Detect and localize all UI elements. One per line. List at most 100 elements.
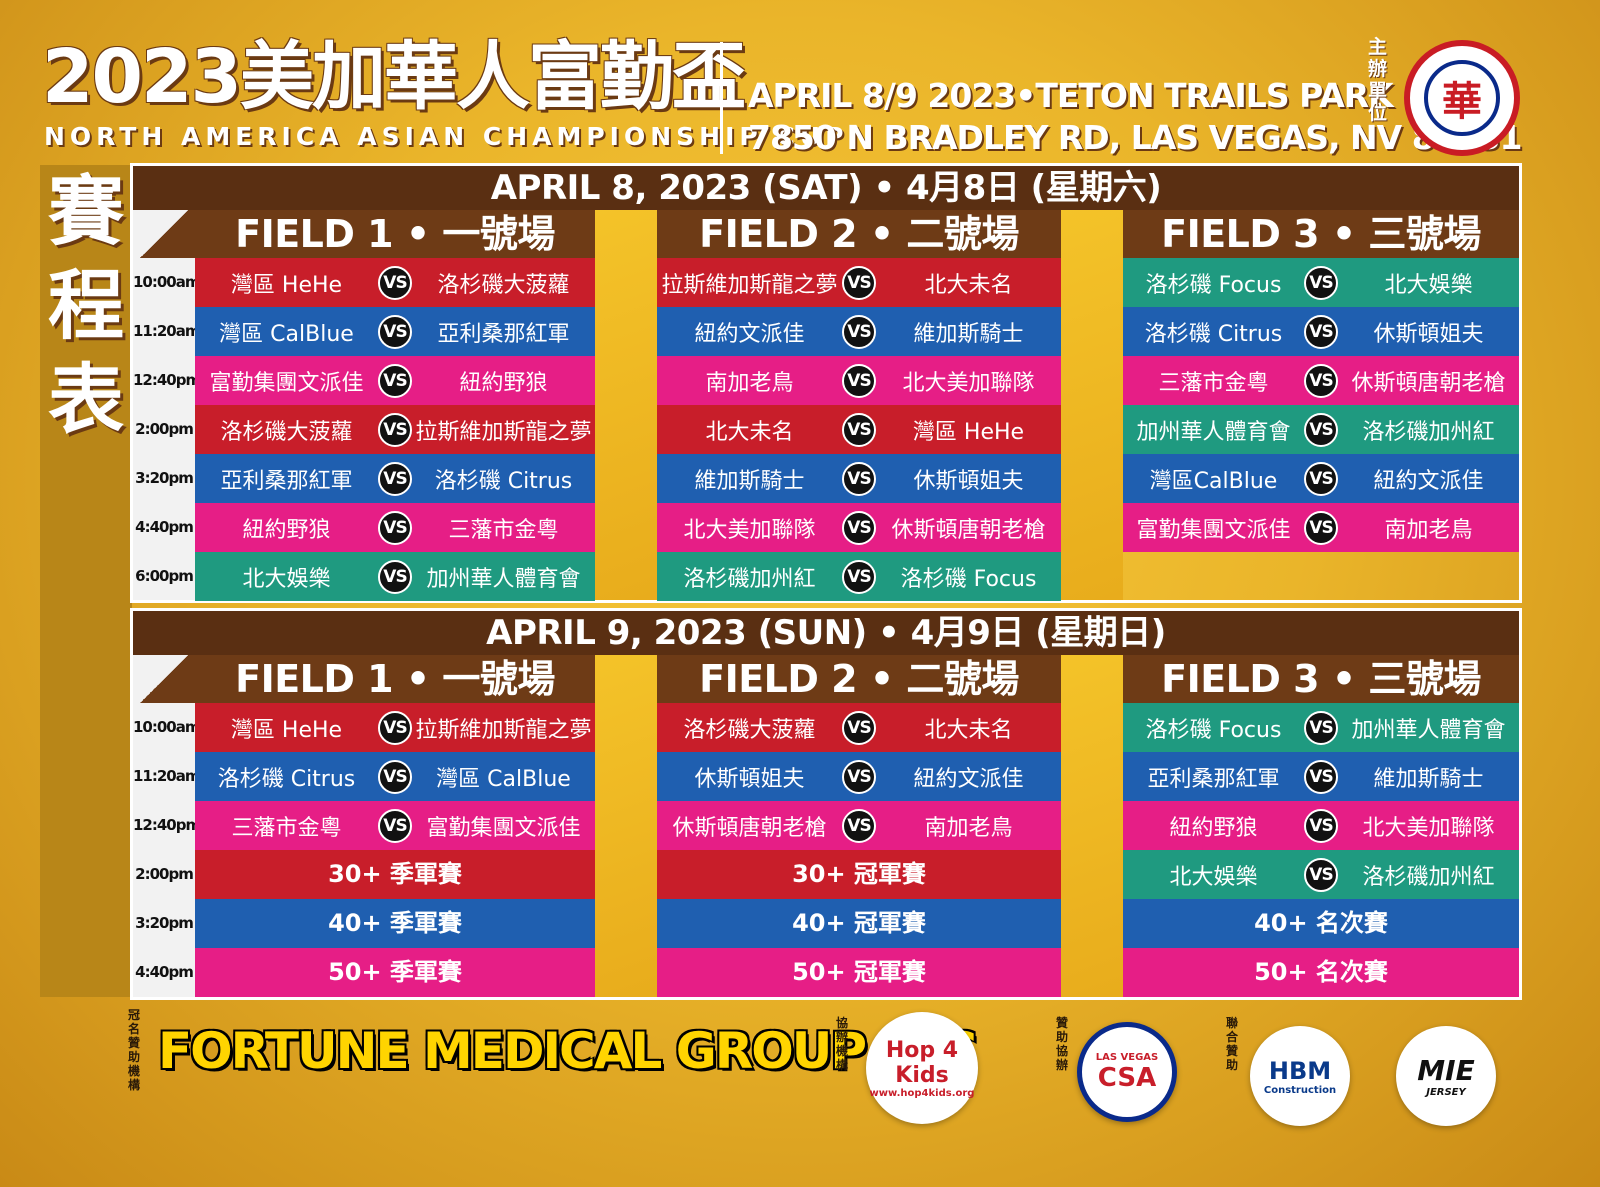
final-match: 40+ 名次賽 — [1123, 899, 1519, 948]
day2-field-gap — [1061, 655, 1123, 997]
hop4kids-url: www.hop4kids.org — [869, 1087, 975, 1099]
vs-badge: VS — [1304, 759, 1338, 794]
home-team: 洛杉磯加州紅 — [683, 566, 816, 592]
match-row: 洛杉磯 Focus VS 北大娛樂 — [1123, 258, 1519, 307]
day2-time-column: 10:00am 11:20am 12:40pm 2:00pm 3:20pm 4:40pm — [133, 655, 201, 997]
day2-schedule: APRIL 9, 2023 (SUN) • 4月9日 (星期日) 10:00am… — [130, 608, 1522, 1000]
vs-badge: VS — [842, 412, 876, 447]
match-row: 洛杉磯大菠蘿 VS 拉斯維加斯龍之夢 — [195, 405, 595, 454]
hop4kids-logo: Hop 4 Kids www.hop4kids.org — [866, 1012, 978, 1124]
day1-schedule: APRIL 8, 2023 (SAT) • 4月8日 (星期六) 10:00am… — [130, 163, 1522, 603]
vs-badge: VS — [378, 710, 412, 745]
away-team: 洛杉磯 Focus — [900, 566, 1037, 592]
vs-badge: VS — [378, 412, 412, 447]
time-slot: 3:20pm — [135, 914, 194, 932]
match-row: 洛杉磯 Citrus VS 休斯頓姐夫 — [1123, 307, 1519, 356]
home-team: 灣區CalBlue — [1149, 468, 1278, 494]
away-team: 休斯頓姐夫 — [913, 468, 1024, 494]
vs-badge: VS — [1304, 363, 1338, 398]
time-slot: 3:20pm — [135, 469, 194, 487]
vs-badge: VS — [842, 314, 876, 349]
home-team: 三藩市金粵 — [231, 815, 342, 841]
match-row: 灣區 HeHe VS 拉斯維加斯龍之夢 — [195, 703, 595, 752]
away-team: 紐約野狼 — [459, 370, 548, 396]
day2-field-header-2: FIELD 2 • 二號場 — [657, 655, 1061, 703]
match-row: 亞利桑那紅軍 VS 維加斯騎士 — [1123, 752, 1519, 801]
away-team: 維加斯騎士 — [913, 321, 1024, 347]
match-row: 灣區 HeHe VS 洛杉磯大菠蘿 — [195, 258, 595, 307]
away-team: 紐約文派佳 — [1373, 468, 1484, 494]
schedule-label: 賽程表 — [48, 167, 124, 444]
time-slot: 11:20am — [133, 767, 201, 785]
away-team: 北大美加聯隊 — [902, 370, 1035, 396]
away-team: 灣區 HeHe — [912, 419, 1025, 445]
home-team: 富勤集團文派佳 — [1136, 517, 1291, 543]
title-sponsor: FORTUNE MEDICAL GROUP LLC — [158, 1022, 977, 1080]
vs-badge: VS — [378, 363, 412, 398]
home-team: 洛杉磯大菠蘿 — [683, 717, 816, 743]
vs-badge: VS — [378, 314, 412, 349]
support-label: 贊助協辦 — [1056, 1016, 1069, 1072]
home-team: 洛杉磯 Citrus — [217, 766, 356, 792]
csa-logo-sub: LAS VEGAS — [1095, 1051, 1159, 1063]
match-row: 洛杉磯大菠蘿 VS 北大未名 — [657, 703, 1061, 752]
day1-field-header-3: FIELD 3 • 三號場 — [1123, 210, 1519, 258]
away-team: 富勤集團文派佳 — [426, 815, 581, 841]
away-team: 拉斯維加斯龍之夢 — [415, 419, 592, 445]
away-team: 拉斯維加斯龍之夢 — [415, 717, 592, 743]
co-organizer-label: 協辦機構 — [836, 1016, 849, 1072]
match-row: 紐約野狼 VS 三藩市金粵 — [195, 503, 595, 552]
vs-badge: VS — [842, 265, 876, 300]
joint-sponsor-label: 聯合贊助 — [1226, 1016, 1239, 1072]
day2-field-header-3: FIELD 3 • 三號場 — [1123, 655, 1519, 703]
home-team: 灣區 HeHe — [230, 272, 343, 298]
match-row: 北大娛樂 VS 加州華人體育會 — [195, 552, 595, 601]
away-team: 南加老鳥 — [1384, 517, 1473, 543]
match-row: 亞利桑那紅軍 VS 洛杉磯 Citrus — [195, 454, 595, 503]
away-team: 三藩市金粵 — [448, 517, 559, 543]
host-label: 主辦單位 — [1368, 36, 1388, 124]
csa-logo-text: CSA — [1097, 1062, 1157, 1093]
home-team: 洛杉磯大菠蘿 — [220, 419, 353, 445]
time-slot: 2:00pm — [135, 420, 194, 438]
event-address: 7850 N BRADLEY RD, LAS VEGAS, NV 89131 — [748, 118, 1522, 157]
away-team: 紐約文派佳 — [913, 766, 1024, 792]
final-match: 50+ 冠軍賽 — [657, 948, 1061, 997]
csa-logo: LAS VEGAS CSA — [1077, 1022, 1177, 1122]
match-row: 三藩市金粵 VS 休斯頓唐朝老槍 — [1123, 356, 1519, 405]
host-logo: 華 — [1404, 40, 1520, 156]
time-slot: 2:00pm — [135, 865, 194, 883]
away-team: 加州華人體育會 — [426, 566, 581, 592]
vs-badge: VS — [378, 461, 412, 496]
time-slot: 4:40pm — [135, 518, 194, 536]
mie-logo: MIE JERSEY — [1396, 1026, 1496, 1126]
vs-badge: VS — [1304, 710, 1338, 745]
match-row: 洛杉磯加州紅 VS 洛杉磯 Focus — [657, 552, 1061, 601]
vs-badge: VS — [842, 559, 876, 594]
vs-badge: VS — [842, 759, 876, 794]
away-team: 北大娛樂 — [1384, 272, 1473, 298]
vs-badge: VS — [842, 363, 876, 398]
home-team: 灣區 CalBlue — [219, 321, 354, 347]
home-team: 休斯頓姐夫 — [694, 766, 805, 792]
time-slot: 12:40pm — [133, 816, 201, 834]
vs-badge: VS — [842, 510, 876, 545]
day2-field-header-1: FIELD 1 • 一號場 — [195, 655, 595, 703]
match-row: 北大娛樂 VS 洛杉磯加州紅 — [1123, 850, 1519, 899]
hop4kids-logo-text: Hop 4 Kids — [885, 1037, 959, 1088]
away-team: 加州華人體育會 — [1351, 717, 1506, 743]
match-row: 紐約野狼 VS 北大美加聯隊 — [1123, 801, 1519, 850]
vs-badge: VS — [378, 808, 412, 843]
mie-logo-text: MIE — [1417, 1054, 1475, 1087]
home-team: 紐約野狼 — [1169, 815, 1258, 841]
page-title: 2023美加華人富勤盃 — [42, 34, 746, 120]
match-row: 拉斯維加斯龍之夢 VS 北大未名 — [657, 258, 1061, 307]
away-team: 維加斯騎士 — [1373, 766, 1484, 792]
away-team: 洛杉磯 Citrus — [434, 468, 573, 494]
home-team: 富勤集團文派佳 — [209, 370, 364, 396]
home-team: 亞利桑那紅軍 — [220, 468, 353, 494]
vs-badge: VS — [378, 510, 412, 545]
day1-field-header-1: FIELD 1 • 一號場 — [195, 210, 595, 258]
home-team: 拉斯維加斯龍之夢 — [661, 272, 838, 298]
header: 2023美加華人富勤盃 NORTH AMERICA ASIAN CHAMPION… — [0, 0, 1600, 170]
